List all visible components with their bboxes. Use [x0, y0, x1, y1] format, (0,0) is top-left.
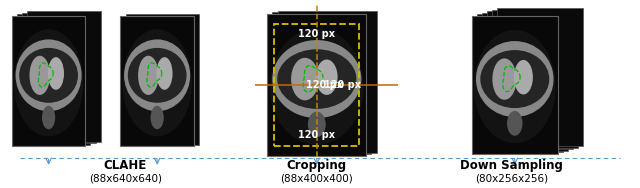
- Bar: [477, 14, 563, 152]
- Ellipse shape: [156, 57, 173, 90]
- Bar: [275, 24, 360, 146]
- Ellipse shape: [48, 57, 64, 90]
- Ellipse shape: [124, 39, 190, 111]
- Bar: [497, 8, 584, 146]
- Bar: [22, 13, 95, 143]
- Bar: [268, 14, 366, 156]
- Ellipse shape: [316, 59, 337, 95]
- Text: 120 px: 120 px: [298, 130, 335, 140]
- Bar: [273, 12, 371, 154]
- Bar: [472, 16, 558, 154]
- Bar: [492, 10, 579, 148]
- Ellipse shape: [128, 48, 186, 103]
- Bar: [17, 14, 90, 145]
- Text: Cropping: Cropping: [287, 159, 347, 172]
- Text: 120 px: 120 px: [324, 80, 360, 90]
- Ellipse shape: [270, 28, 364, 145]
- Bar: [125, 14, 199, 145]
- Text: (88x640x640): (88x640x640): [89, 174, 162, 184]
- Ellipse shape: [291, 58, 319, 100]
- Ellipse shape: [19, 48, 78, 103]
- Ellipse shape: [480, 50, 549, 108]
- Bar: [482, 13, 568, 151]
- Ellipse shape: [474, 30, 556, 143]
- Text: CLAHE: CLAHE: [104, 159, 147, 172]
- Ellipse shape: [277, 49, 356, 109]
- Ellipse shape: [492, 58, 516, 100]
- Ellipse shape: [29, 56, 50, 95]
- Ellipse shape: [476, 41, 554, 117]
- Bar: [120, 16, 194, 146]
- Ellipse shape: [150, 106, 164, 129]
- Ellipse shape: [138, 56, 159, 95]
- Ellipse shape: [308, 112, 326, 137]
- Text: (88x400x400): (88x400x400): [280, 174, 353, 184]
- Text: (80x256x256): (80x256x256): [475, 174, 548, 184]
- Ellipse shape: [42, 106, 55, 129]
- Ellipse shape: [272, 40, 362, 118]
- Ellipse shape: [13, 29, 83, 136]
- Text: 120 px: 120 px: [298, 29, 335, 39]
- Bar: [27, 11, 100, 142]
- Ellipse shape: [514, 60, 533, 94]
- Ellipse shape: [122, 29, 192, 136]
- Ellipse shape: [15, 39, 82, 111]
- Bar: [487, 11, 573, 149]
- Bar: [278, 11, 376, 153]
- Ellipse shape: [507, 111, 522, 136]
- Bar: [12, 16, 85, 146]
- Text: 120 px: 120 px: [306, 80, 343, 90]
- Text: Down Sampling: Down Sampling: [460, 159, 563, 172]
